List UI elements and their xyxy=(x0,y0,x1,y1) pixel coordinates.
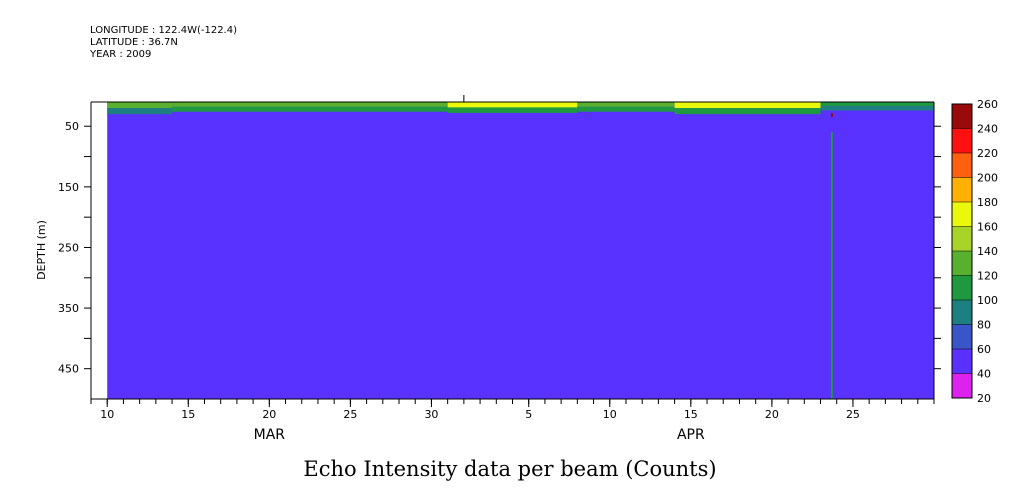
surface-cell-upper xyxy=(172,102,448,107)
heatmap-plot xyxy=(107,102,934,399)
colorbar-label: 40 xyxy=(977,368,991,381)
surface-cell-upper xyxy=(107,102,173,109)
colorbar-label: 20 xyxy=(977,392,991,405)
colorbar-swatch xyxy=(952,324,972,349)
surface-cell-lower xyxy=(172,106,448,112)
y-axis-title: DEPTH (m) xyxy=(35,220,48,280)
colorbar-swatch xyxy=(952,104,972,129)
x-tick-label: 5 xyxy=(525,408,532,421)
colorbar-label: 60 xyxy=(977,343,991,356)
colorbar-swatch xyxy=(952,275,972,300)
x-tick-label: 25 xyxy=(343,408,357,421)
colorbar-swatch xyxy=(952,153,972,178)
colorbar-swatch xyxy=(952,373,972,398)
x-tick-label: 10 xyxy=(100,408,114,421)
colorbar-label: 80 xyxy=(977,319,991,332)
colorbar-label: 120 xyxy=(977,270,998,283)
plot-axes: 50 150 250 350 450 10 15 20 25 30 5 10 15 20 25 MAR APR xyxy=(58,95,941,443)
month-label: MAR xyxy=(254,427,286,443)
x-tick-label: 15 xyxy=(181,408,195,421)
surface-cell-upper xyxy=(447,102,578,108)
colorbar-label: 100 xyxy=(977,294,998,307)
colorbar-label: 220 xyxy=(977,147,998,160)
colorbar-swatch xyxy=(952,177,972,202)
surface-cell-lower xyxy=(820,106,934,111)
colorbar: 20 40 60 80 100 120 140 160 180 200 220 240 260 xyxy=(951,98,998,405)
y-tick-label: 50 xyxy=(65,120,79,133)
heatmap-background xyxy=(107,102,934,399)
colorbar-swatch xyxy=(952,202,972,227)
x-tick-label: 15 xyxy=(684,408,698,421)
anomaly-top-mark xyxy=(830,112,833,118)
surface-cell-lower xyxy=(447,107,578,113)
x-tick-label: 20 xyxy=(262,408,276,421)
x-tick-label: 25 xyxy=(846,408,860,421)
colorbar-label: 200 xyxy=(977,172,998,185)
colorbar-label: 180 xyxy=(977,196,998,209)
surface-cell-upper xyxy=(674,102,821,109)
x-tick-label: 30 xyxy=(424,408,438,421)
colorbar-swatch xyxy=(952,300,972,325)
colorbar-swatch xyxy=(952,349,972,374)
colorbar-label: 160 xyxy=(977,221,998,234)
x-tick-label: 20 xyxy=(765,408,779,421)
y-tick-label: 150 xyxy=(58,181,79,194)
surface-cell-lower xyxy=(674,108,821,115)
anomaly-line xyxy=(830,132,833,399)
metadata-block: LONGITUDE : 122.4W(-122.4) LATITUDE : 36… xyxy=(90,25,237,61)
surface-cell-lower xyxy=(577,106,675,112)
colorbar-label: 140 xyxy=(977,245,998,258)
year-text: YEAR : 2009 xyxy=(90,49,152,60)
surface-cell-lower xyxy=(107,108,173,115)
surface-cell-upper xyxy=(577,102,675,107)
latitude-text: LATITUDE : 36.7N xyxy=(90,37,178,48)
y-tick-label: 250 xyxy=(58,241,79,254)
surface-cell-upper xyxy=(820,102,934,107)
colorbar-label: 260 xyxy=(977,98,998,111)
x-tick-label: 10 xyxy=(603,408,617,421)
y-tick-label: 450 xyxy=(58,363,79,376)
colorbar-swatch xyxy=(952,128,972,153)
colorbar-swatch xyxy=(952,226,972,251)
chart-title: Echo Intensity data per beam (Counts) xyxy=(303,457,716,481)
colorbar-label: 240 xyxy=(977,123,998,136)
y-tick-label: 350 xyxy=(58,302,79,315)
longitude-text: LONGITUDE : 122.4W(-122.4) xyxy=(90,25,237,36)
colorbar-swatch xyxy=(952,251,972,276)
month-label: APR xyxy=(677,427,705,443)
